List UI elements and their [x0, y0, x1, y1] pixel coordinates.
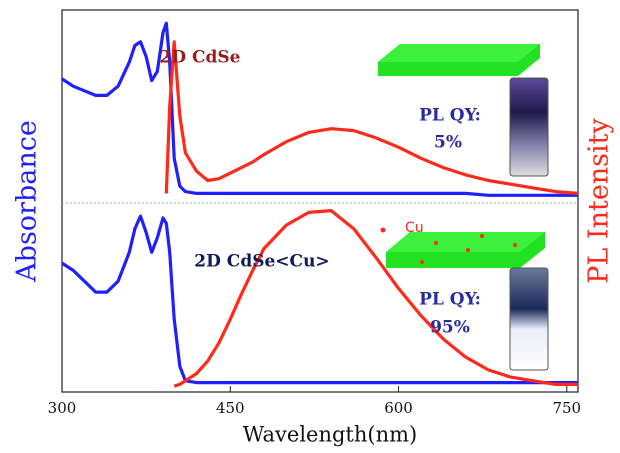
x-tick-label: 300 — [48, 399, 77, 417]
x-axis-label: Wavelength(nm) — [243, 423, 417, 447]
vial — [510, 268, 548, 370]
y2-axis-label: PL Intensity — [584, 117, 615, 283]
x-tick-label: 600 — [384, 399, 413, 417]
annotation: 2D CdSe<Cu> — [194, 252, 329, 272]
cu-dot — [466, 248, 470, 252]
annotation: PL QY: — [419, 106, 481, 126]
cu-dot — [480, 234, 484, 238]
annotation: 5% — [434, 133, 462, 153]
cu-dot — [513, 243, 517, 247]
annotation: Cu — [405, 220, 424, 236]
y-axis-label: Absorbance — [12, 120, 43, 283]
x-tick-label: 450 — [216, 399, 245, 417]
cu-dot — [420, 260, 424, 264]
slab-top — [378, 44, 540, 62]
cu-dot — [434, 241, 438, 245]
vial — [510, 78, 548, 176]
x-tick-label: 750 — [552, 399, 581, 417]
chart: Wavelength(nm) Absorbance PL Intensity 3… — [0, 0, 620, 453]
cu-legend-dot — [381, 228, 386, 233]
annotation: 95% — [430, 318, 470, 338]
annotation: 2D CdSe — [160, 48, 241, 68]
annotation: PL QY: — [419, 290, 481, 310]
